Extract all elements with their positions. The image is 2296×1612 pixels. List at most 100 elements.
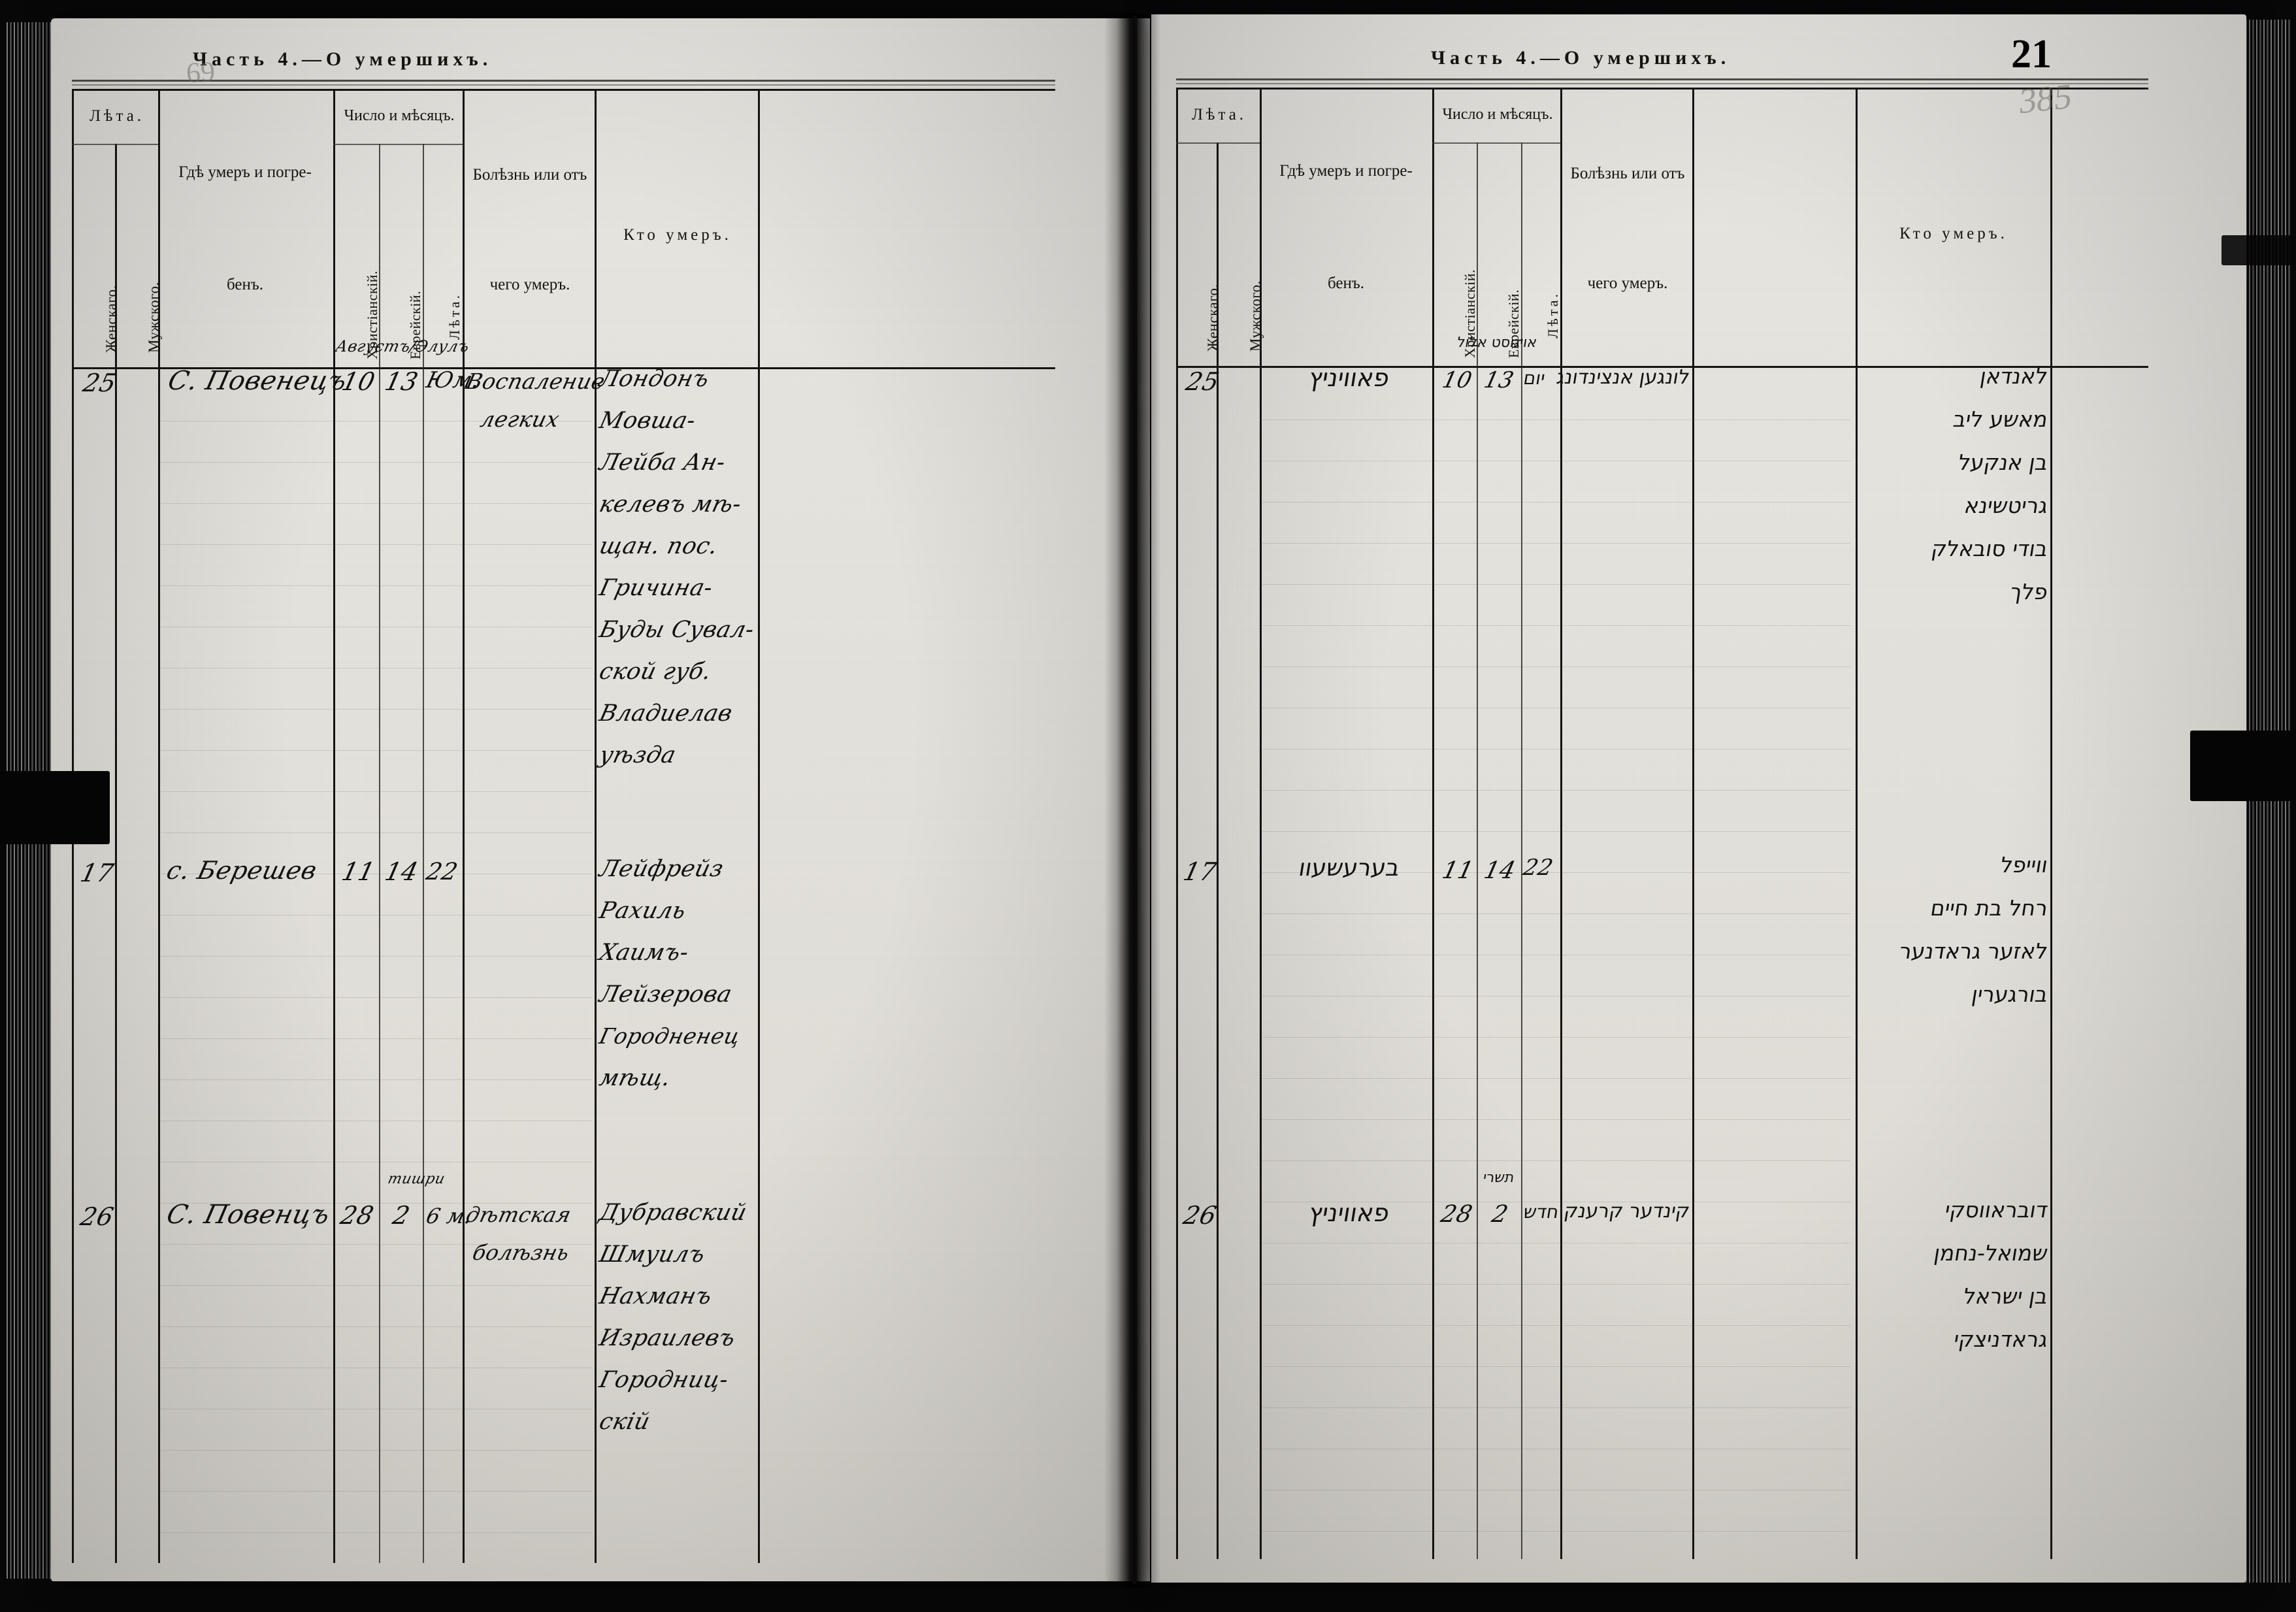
row-2-who-l3-left: Лейзерова [597, 981, 735, 1008]
col-rule-place-date-right [1432, 88, 1434, 1559]
book-clamp-right-upper [2222, 235, 2296, 265]
header-date-group-left: Число и мѣсяцъ. [344, 107, 455, 124]
row-3-month-note-left: тишри [386, 1171, 447, 1187]
years-group-divider-left [72, 144, 158, 145]
header-date-group-right: Число и мѣсяцъ. [1442, 106, 1553, 123]
col-rule-christian-jewish-right [1477, 142, 1478, 1559]
paper-grain-right [1151, 14, 2246, 1583]
table-top-border-right [1176, 88, 2148, 90]
row-3-female-age-left: 26 [77, 1202, 117, 1231]
row-1-who-l4-left: щан. пос. [597, 533, 721, 559]
row-1-jewish-date-left: 13 [382, 367, 421, 396]
header-place-line1-left: Гдѣ умеръ и погре- [178, 163, 312, 181]
header-cause-line1-left: Болѣзнь или отъ [472, 166, 587, 184]
col-rule-male-place-left [158, 89, 160, 1563]
row-2-years-left: 22 [423, 859, 461, 885]
row-3-place-right: פאוויניץ [1307, 1198, 1392, 1227]
col-rule-christian-jewish-left [379, 144, 380, 1563]
row-3-cause-line1-left: дѣтская [463, 1202, 574, 1227]
row-2-who-l2-left: Хаимъ- [597, 940, 692, 966]
row-3-who-l1-right: שמואל-נחמן [1932, 1240, 2050, 1266]
row-1-who-l5-right: פלך [2008, 579, 2050, 604]
header-male-left: Мужского. [146, 282, 162, 353]
row-1-who-l2-left: Лейба Ан- [597, 450, 729, 476]
header-years-group-right: Лѣта. [1191, 106, 1247, 123]
col-rule-jewish-years-right [1521, 142, 1522, 1559]
header-cause-line2-left: чего умеръ. [489, 276, 570, 293]
archival-stamp-number: 385 [2018, 76, 2073, 122]
col-rule-outer-right [2050, 88, 2052, 1559]
years-group-divider-right [1176, 142, 1260, 144]
book-clamp-right [2190, 731, 2296, 801]
row-1-who-l1-left: Мовша- [597, 408, 698, 434]
header-bottom-border-left [72, 367, 1055, 369]
header-years-right: Лѣта. [1545, 291, 1561, 338]
row-3-place-left: С. Повенцъ [163, 1200, 333, 1230]
col-rule-who-right-left [758, 89, 760, 1563]
row-3-years-right: חדש [1522, 1201, 1561, 1223]
header-female-right: Женскаго. [1205, 284, 1221, 352]
page-vignette-right [1151, 14, 2246, 1583]
caption-rule-outer-left [72, 80, 1055, 82]
header-male-right: Мужского. [1247, 280, 1264, 352]
row-3-who-l0-right: דובראווסקי [1943, 1197, 2050, 1223]
row-1-month-note-left: Августъ/Элулъ [333, 337, 472, 355]
col-rule-female-male-right [1217, 142, 1219, 1559]
col-rule-jewish-years-left [423, 144, 424, 1563]
row-2-female-age-right: 17 [1180, 857, 1220, 886]
row-1-who-l6-left: Буды Сувал- [597, 617, 757, 643]
row-1-christian-date-right: 10 [1439, 367, 1475, 393]
left-page-caption: Часть 4.—О умершихъ. [193, 48, 493, 70]
row-1-who-l9-left: уѣзда [597, 742, 679, 768]
row-1-female-age-left: 25 [80, 369, 120, 397]
header-place-line1-right: Гдѣ умеръ и погре- [1279, 162, 1413, 180]
header-who-left: Кто умеръ. [623, 226, 732, 244]
col-rule-place-date-left [333, 89, 335, 1563]
row-1-place-left: С. Повенецъ [165, 366, 350, 396]
col-rule-years-cause-right [1560, 88, 1562, 1559]
row-1-years-right: יום [1522, 367, 1547, 389]
printed-page-number: 21 [2011, 32, 2052, 76]
row-2-jewish-date-right: 14 [1481, 857, 1518, 884]
row-3-month-note-right: תשרי [1482, 1170, 1516, 1186]
row-1-who-l3-right: גריטשינא [1962, 493, 2050, 518]
row-1-jewish-date-right: 13 [1481, 367, 1517, 393]
row-3-who-l4-left: Городниц- [597, 1367, 731, 1393]
row-2-place-left: с. Берешев [163, 856, 320, 885]
caption-rule-inner-left [72, 84, 1055, 86]
col-rule-cause-who-right [1692, 88, 1694, 1559]
col-rule-male-place-right [1260, 88, 1262, 1559]
row-1-who-l4-right: בודי סובאלק [1929, 536, 2050, 561]
row-2-place-right: בערעשעוו [1296, 855, 1402, 881]
header-years-left: Лѣта. [446, 292, 463, 340]
row-2-female-age-left: 17 [77, 859, 117, 887]
caption-rule-inner-right [1176, 83, 2148, 84]
header-female-left: Женскаго. [103, 285, 120, 353]
row-1-who-l0-right: לאנדאן [1978, 363, 2050, 389]
date-group-divider-right [1432, 142, 1560, 144]
caption-rule-outer-right [1176, 78, 2148, 80]
row-2-who-l2-right: לאזער גראדנער [1897, 938, 2050, 964]
row-1-who-l2-right: בן אנקעל [1956, 450, 2050, 475]
row-2-christian-date-right: 11 [1439, 857, 1477, 884]
header-who-right: Кто умеръ. [1899, 225, 2008, 242]
row-1-who-l3-left: келевъ мѣ- [597, 491, 744, 518]
row-3-christian-date-left: 28 [337, 1201, 377, 1230]
col-rule-female-male-left [115, 144, 117, 1563]
right-page-caption: Часть 4.—О умершихъ. [1431, 47, 1731, 69]
row-3-who-l2-left: Нахманъ [597, 1283, 715, 1309]
header-cause-line2-right: чего умеръ. [1587, 274, 1668, 292]
row-3-who-l1-left: Шмуилъ [597, 1242, 708, 1268]
row-1-cause-right: לונגען אנצינדונג [1554, 366, 1692, 389]
book-clamp-left [0, 771, 110, 844]
row-3-cause-right: קינדער קרענק [1562, 1200, 1692, 1223]
row-1-who-l8-left: Владиелав [597, 700, 735, 727]
header-cause-line1-right: Болѣзнь или отъ [1570, 165, 1685, 182]
col-rule-who-right-right [1856, 88, 1858, 1559]
row-2-jewish-date-left: 14 [382, 857, 421, 886]
row-3-christian-date-right: 28 [1438, 1201, 1475, 1228]
row-1-christian-date-left: 10 [338, 367, 378, 396]
row-2-years-right: 22 [1520, 855, 1556, 881]
header-bottom-border-right [1176, 366, 2148, 368]
row-1-who-l1-right: מאשע ליב [1951, 406, 2050, 432]
